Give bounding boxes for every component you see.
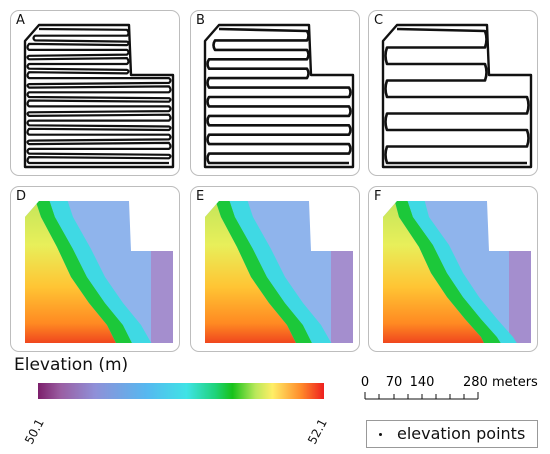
points-legend-label: elevation points [397,424,526,443]
transition-band [225,201,337,343]
elevation-surface [205,201,353,343]
high-elevation-zone [383,201,489,343]
panel-d: D [10,186,180,352]
elevation-map-e [205,201,353,343]
mid-elevation-band [31,201,137,343]
lowest-elevation-zone [509,247,531,343]
colorbar-max-label: 52.1 [305,416,330,447]
lowest-elevation-zone [151,247,173,343]
scale-label-0: 0 [361,375,369,390]
track-map-c [381,23,533,169]
transition-band [45,201,157,343]
mid-elevation-band [391,201,507,343]
panel-c: C [368,10,538,176]
gps-track-lines [384,27,530,165]
gps-track-lines [26,27,172,165]
field-boundary-track [23,23,175,169]
legend-title: Elevation (m) [14,355,129,375]
scale-bar-line [364,392,479,400]
high-elevation-zone [205,201,301,343]
panel-label-d: D [16,189,27,204]
elevation-colorbar [38,383,324,399]
panel-a: A [10,10,180,176]
scale-label-280: 280 meters [463,375,538,390]
colorbar-min-label: 50.1 [22,416,47,447]
panel-b: B [190,10,360,176]
panel-f: F [368,186,538,352]
points-legend: elevation points [366,420,538,448]
elevation-map-d [25,201,173,343]
high-elevation-zone [25,201,121,343]
gps-track-lines [206,27,352,165]
field-boundary-track [381,23,533,169]
transition-band [403,201,523,343]
elevation-map-f [383,201,531,343]
panel-label-f: F [374,189,382,204]
track-map-b [203,23,355,169]
panel-label-c: C [374,13,384,28]
panel-label-e: E [196,189,205,204]
scale-label-70: 70 [386,375,403,390]
scale-label-140: 140 [410,375,435,390]
track-map-a [23,23,175,169]
elevation-point-symbol [379,433,382,436]
elevation-surface [25,201,173,343]
elevation-surface [383,201,531,343]
scale-bar: 0 70 140 280 meters [361,375,538,400]
panel-e: E [190,186,360,352]
mid-elevation-band [211,201,317,343]
lowest-elevation-zone [331,247,353,343]
panel-label-a: A [16,13,25,28]
panel-label-b: B [196,13,205,28]
